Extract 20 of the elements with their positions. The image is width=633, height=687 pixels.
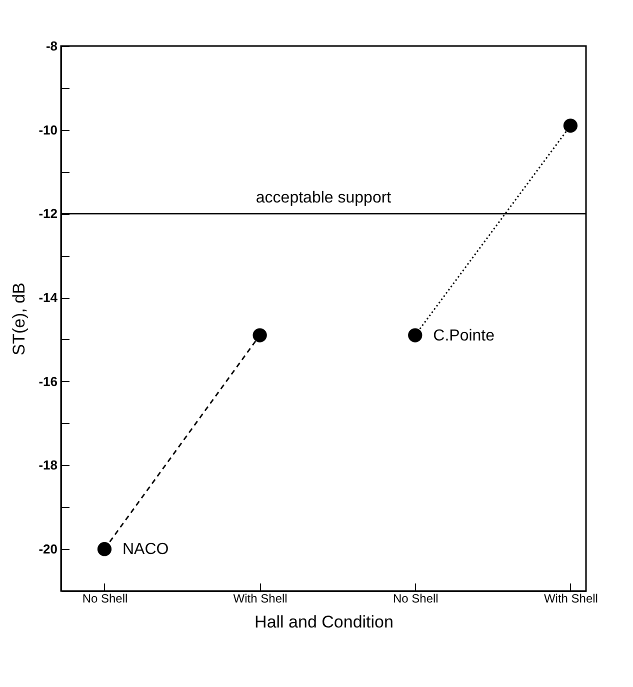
y-axis-title: ST(e), dB	[10, 282, 29, 356]
series-label: NACO	[122, 541, 169, 558]
point	[563, 118, 578, 133]
x-tick-label: With Shell	[233, 592, 288, 606]
x-tick-label: No Shell	[82, 592, 128, 606]
x-tick-label: No Shell	[392, 592, 438, 606]
y-tick-label: -16	[38, 374, 58, 389]
y-tick-label: -12	[38, 206, 58, 222]
point	[252, 328, 267, 342]
point	[97, 542, 112, 556]
y-tick-label: -18	[38, 458, 58, 473]
series-label: C.Pointe	[433, 327, 495, 344]
y-tick-label: -8	[46, 38, 58, 54]
x-axis-title: Hall and Condition	[254, 612, 394, 632]
y-tick-label: -14	[38, 290, 58, 306]
y-tick-label: -20	[38, 542, 58, 557]
ref-line-label: acceptable support	[256, 190, 392, 207]
x-tick-label: With Shell	[544, 592, 598, 606]
y-tick-label: -10	[38, 122, 58, 138]
point	[408, 328, 422, 342]
